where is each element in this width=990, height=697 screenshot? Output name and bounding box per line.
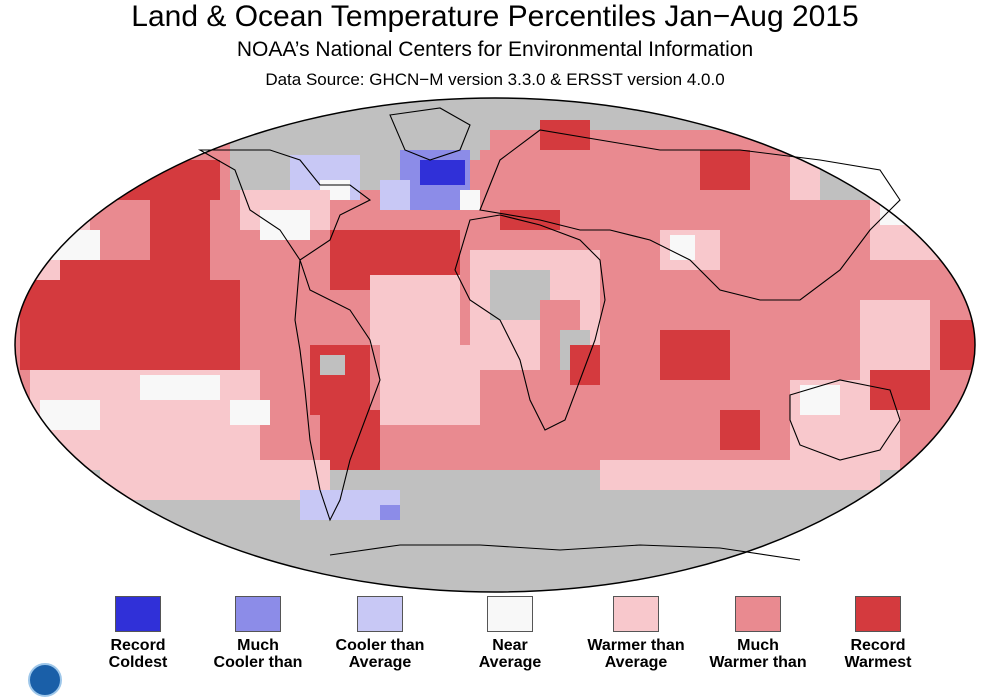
legend-item-much-warmer: Much Warmer than [698, 596, 818, 671]
south-atlantic-warmer [380, 345, 480, 425]
legend-label-line2: Average [348, 654, 412, 671]
legend-label-line1: Near [492, 637, 528, 654]
central-pacific-record-warm [20, 280, 240, 370]
legend-label-line1: Cooler than [335, 637, 425, 654]
indian-ocean-record-warm [660, 330, 730, 380]
legend-swatch [613, 596, 659, 632]
legend-label-line1: Much [737, 637, 779, 654]
legend-item-cooler: Cooler than Average [320, 596, 440, 671]
legend-swatch [855, 596, 901, 632]
globe-outline [14, 97, 976, 593]
noaa-logo-icon [28, 663, 62, 697]
legend-swatch [357, 596, 403, 632]
legend-label-line2: Coldest [108, 654, 168, 671]
legend-label-line1: Record [850, 637, 906, 654]
coastlines [197, 107, 901, 561]
legend-label-line1: Much [237, 637, 279, 654]
map-fill [15, 98, 975, 592]
legend-label-line2: Warmest [844, 654, 912, 671]
legend-label-line1: Warmer than [587, 637, 685, 654]
legend-swatch [115, 596, 161, 632]
arctic-no-data [15, 98, 975, 130]
legend-item-record-warmest: Record Warmest [818, 596, 938, 671]
map-subtitle: NOAA’s National Centers for Environmenta… [236, 38, 754, 61]
legend-item-much-cooler: Much Cooler than [198, 596, 318, 671]
legend-label-line2: Average [478, 654, 542, 671]
map-title: Land & Ocean Temperature Percentiles Jan… [131, 0, 859, 33]
legend-item-warmer: Warmer than Average [576, 596, 696, 671]
legend-label-line2: Warmer than [709, 654, 807, 671]
legend-item-near: Near Average [450, 596, 570, 671]
data-source-text: Data Source: GHCN−M version 3.3.0 & ERSS… [265, 70, 725, 89]
legend-label-line2: Cooler than [213, 654, 303, 671]
legend-swatch [735, 596, 781, 632]
north-atlantic-record-cold [420, 160, 465, 185]
legend-item-record-coldest: Record Coldest [78, 596, 198, 671]
legend-swatch [487, 596, 533, 632]
legend-label-line2: Average [604, 654, 668, 671]
legend-label-line1: Record [110, 637, 166, 654]
world-temperature-map [14, 97, 976, 593]
legend-swatch [235, 596, 281, 632]
east-pacific-record-warm [940, 320, 975, 370]
